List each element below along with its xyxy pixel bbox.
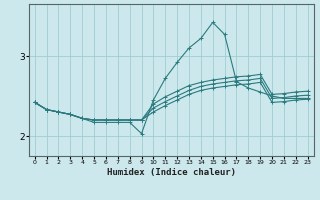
X-axis label: Humidex (Indice chaleur): Humidex (Indice chaleur) (107, 168, 236, 177)
